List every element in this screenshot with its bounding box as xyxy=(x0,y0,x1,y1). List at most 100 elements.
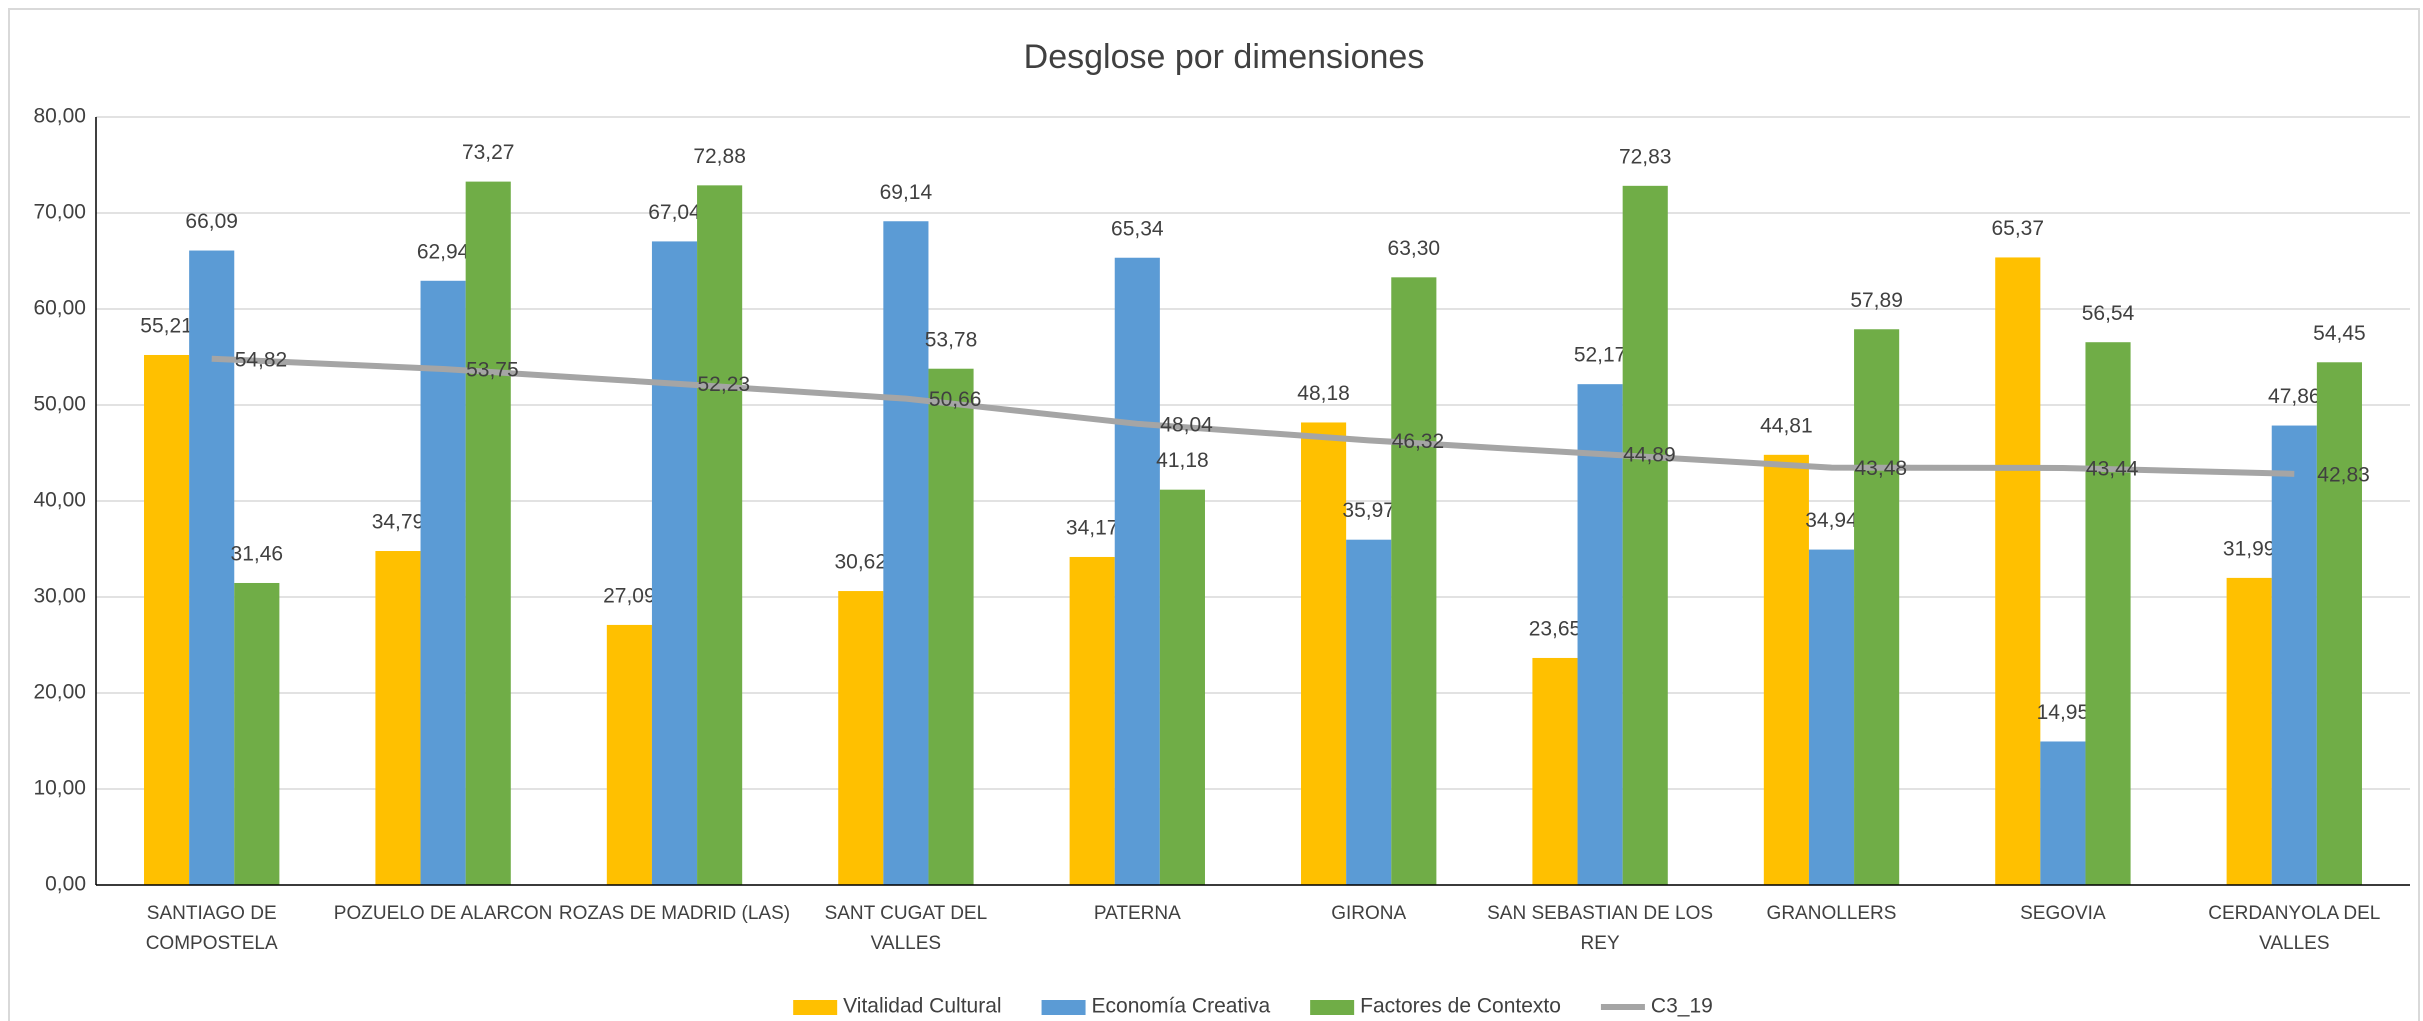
bar xyxy=(1808,549,1855,885)
x-tick-label: ROZAS DE MADRID (LAS) xyxy=(558,903,791,924)
data-label: 44,89 xyxy=(1623,444,1676,467)
bar xyxy=(1532,657,1578,885)
data-label: 67,04 xyxy=(648,201,701,224)
bar xyxy=(234,582,280,885)
x-tick-label: SAN SEBASTIAN DE LOS REY xyxy=(1487,903,1714,954)
bar xyxy=(651,241,698,885)
legend-label: C3_19 xyxy=(1651,995,1713,1018)
data-label: 54,82 xyxy=(235,348,288,371)
bar xyxy=(1301,422,1347,885)
data-label: 54,45 xyxy=(2313,322,2366,345)
bar xyxy=(883,221,929,886)
data-label: 46,32 xyxy=(1392,430,1445,453)
legend-swatch xyxy=(1041,1000,1086,1015)
bar xyxy=(1622,185,1668,885)
chart-title: Desglose por dimensiones xyxy=(1024,38,1425,76)
bar xyxy=(420,280,466,885)
data-label: 43,44 xyxy=(2086,458,2139,481)
data-label: 34,17 xyxy=(1066,517,1119,540)
bar xyxy=(144,354,190,885)
bar xyxy=(2271,425,2317,885)
chart-border xyxy=(8,8,2420,1021)
data-label: 41,18 xyxy=(1156,449,1209,472)
y-tick-label: 40,00 xyxy=(33,489,86,512)
y-tick-label: 20,00 xyxy=(33,681,86,704)
y-tick-label: 10,00 xyxy=(33,777,86,800)
data-label: 35,97 xyxy=(1342,499,1395,522)
data-label: 14,95 xyxy=(2037,701,2090,724)
data-label: 31,99 xyxy=(2223,537,2276,560)
x-tick-label: GRANOLLERS xyxy=(1766,903,1897,924)
bar xyxy=(838,591,884,885)
legend-swatch xyxy=(1310,1000,1355,1015)
data-label: 31,46 xyxy=(231,543,284,566)
bar xyxy=(1995,257,2041,885)
data-label: 42,83 xyxy=(2317,463,2370,486)
line xyxy=(211,355,2295,477)
bar xyxy=(1346,539,1392,885)
bar xyxy=(1763,454,1809,885)
x-tick-label: CERDANYOLA DEL VALLES xyxy=(2208,903,2381,954)
data-label: 30,62 xyxy=(834,551,887,574)
bar xyxy=(1159,489,1205,885)
bar xyxy=(189,250,235,885)
y-tick-label: 0,00 xyxy=(45,873,86,896)
bar xyxy=(1069,556,1115,885)
bar xyxy=(928,368,974,885)
data-label: 56,54 xyxy=(2082,302,2135,325)
bar xyxy=(1577,384,1623,885)
data-label: 65,37 xyxy=(1991,217,2044,240)
x-tick-label: POZUELO DE ALARCON xyxy=(333,903,553,924)
y-tick-label: 60,00 xyxy=(33,297,86,320)
bar xyxy=(2040,741,2086,885)
x-tick-label: PATERNA xyxy=(1093,903,1181,924)
data-label: 43,48 xyxy=(1855,457,1908,480)
x-tick-label: GIRONA xyxy=(1331,903,1407,924)
data-label: 66,09 xyxy=(185,210,238,233)
data-label: 52,23 xyxy=(698,373,751,396)
data-label: 27,09 xyxy=(603,584,656,607)
bar xyxy=(2316,362,2362,885)
legend-label: Factores de Contexto xyxy=(1360,995,1561,1018)
legend-swatch xyxy=(793,1000,838,1015)
bar xyxy=(375,551,421,885)
bar xyxy=(606,624,652,885)
bar xyxy=(465,181,511,885)
bar xyxy=(2226,577,2272,885)
bar xyxy=(1114,257,1160,886)
data-label: 65,34 xyxy=(1111,217,1164,240)
bar xyxy=(1391,277,1437,885)
y-tick-label: 70,00 xyxy=(33,201,86,224)
data-label: 53,75 xyxy=(466,359,519,382)
y-tick-label: 80,00 xyxy=(33,105,86,128)
data-label: 72,83 xyxy=(1619,145,1672,168)
y-tick-label: 50,00 xyxy=(33,393,86,416)
data-label: 57,89 xyxy=(1850,289,1903,312)
data-label: 55,21 xyxy=(140,315,193,338)
data-label: 47,86 xyxy=(2268,385,2321,408)
data-label: 50,66 xyxy=(929,388,982,411)
y-tick-label: 30,00 xyxy=(33,585,86,608)
x-tick-label: SANTIAGO DE COMPOSTELA xyxy=(145,903,278,954)
data-label: 23,65 xyxy=(1529,618,1582,641)
data-label: 62,94 xyxy=(417,240,470,263)
data-label: 72,88 xyxy=(693,145,746,168)
legend-label: Vitalidad Cultural xyxy=(843,995,1001,1018)
data-label: 34,79 xyxy=(372,511,425,534)
data-label: 73,27 xyxy=(462,141,515,164)
x-tick-label: SEGOVIA xyxy=(2020,903,2106,924)
bar xyxy=(2085,342,2131,885)
x-tick-label: SANT CUGAT DEL VALLES xyxy=(824,903,988,954)
data-label: 52,17 xyxy=(1574,344,1627,367)
data-label: 53,78 xyxy=(925,328,978,351)
data-label: 69,14 xyxy=(880,181,933,204)
data-label: 48,04 xyxy=(1160,413,1213,436)
data-label: 63,30 xyxy=(1388,237,1441,260)
legend-label: Economía Creativa xyxy=(1092,995,1271,1018)
data-label: 44,81 xyxy=(1760,414,1813,437)
data-label: 48,18 xyxy=(1297,382,1350,405)
bar xyxy=(697,185,743,886)
bar xyxy=(1854,329,1900,886)
